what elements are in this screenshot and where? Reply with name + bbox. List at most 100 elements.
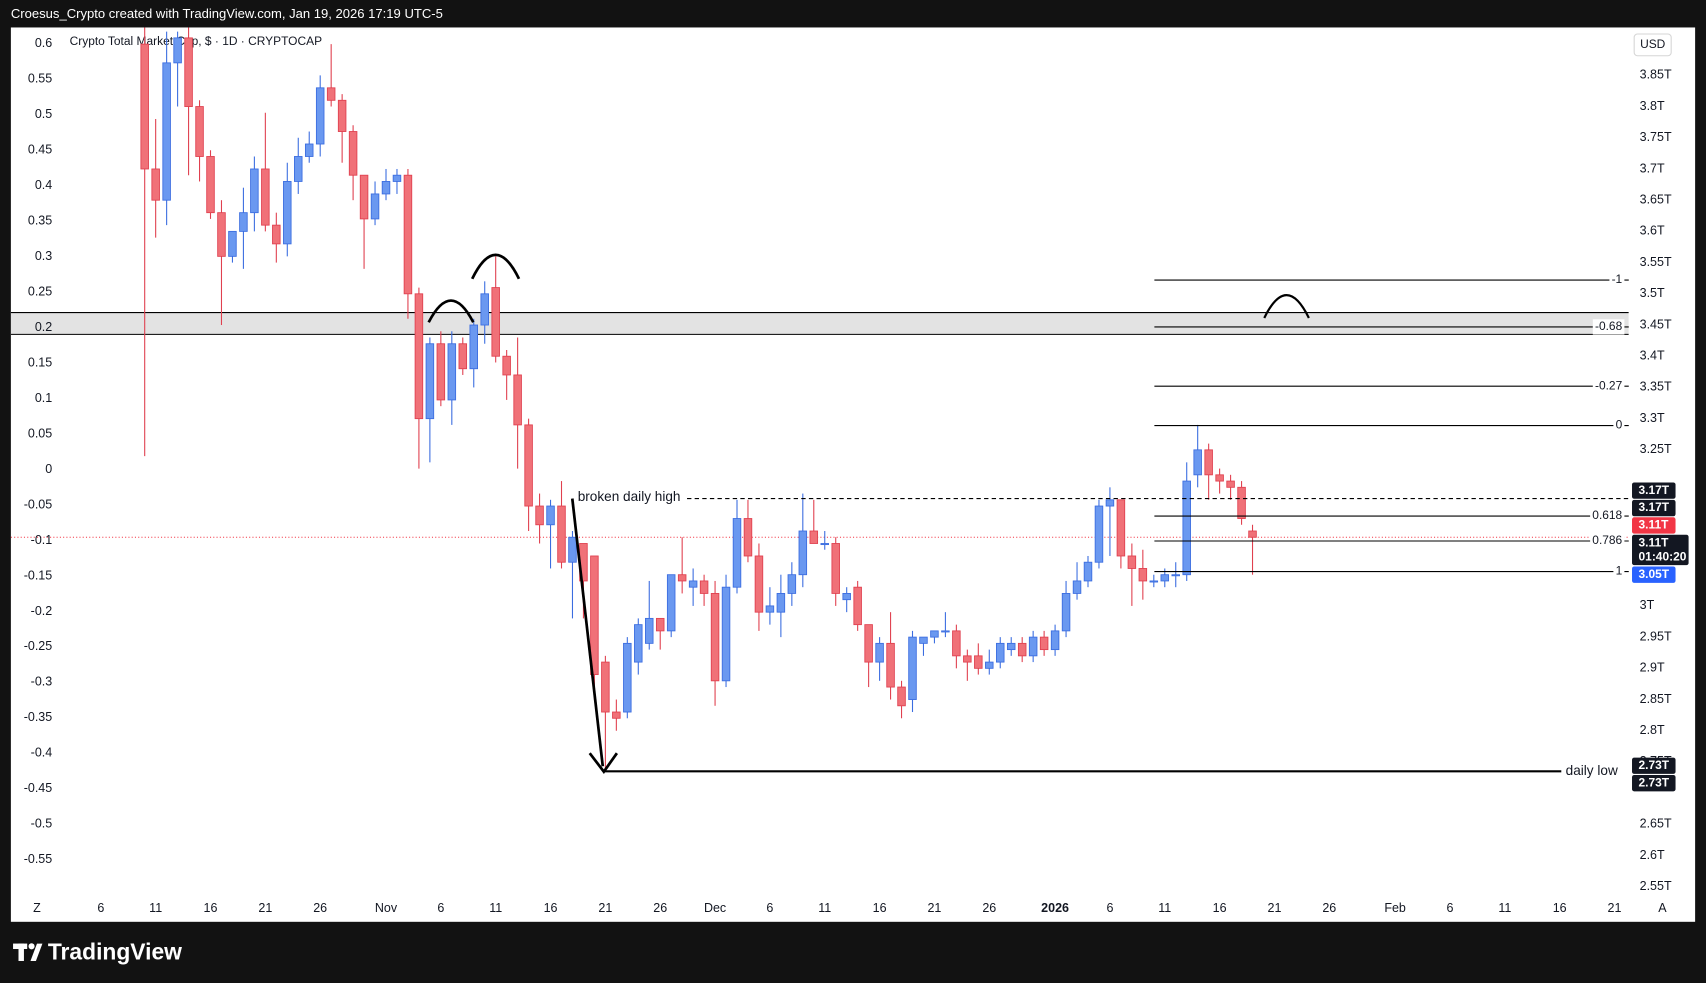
y2-tick-label: 0.6 xyxy=(35,36,52,50)
candle-body xyxy=(985,661,994,669)
candle-body xyxy=(732,518,742,588)
y2-tick-label: -0.5 xyxy=(31,817,53,831)
candle-body xyxy=(1160,574,1170,582)
price-label: 3.11T xyxy=(1639,518,1670,532)
price-countdown: 01:40:20 xyxy=(1639,550,1687,564)
price-label: 3.17T xyxy=(1639,483,1670,497)
x-tick-label: 26 xyxy=(313,901,327,915)
candle-body xyxy=(436,343,446,401)
chart-panel xyxy=(10,27,1696,922)
candle-body xyxy=(1083,561,1093,582)
candle-body xyxy=(666,574,676,632)
y2-tick-label: 0.3 xyxy=(35,249,52,263)
y-tick-label: 3.5T xyxy=(1640,286,1665,300)
fib-label: -1 xyxy=(1612,272,1623,286)
y2-tick-label: 0.2 xyxy=(35,320,52,334)
brand-name: TradingView xyxy=(48,938,182,964)
candle-body xyxy=(1215,474,1224,482)
candle-body xyxy=(206,156,215,214)
candle-body xyxy=(623,642,632,713)
price-label: 3.05T xyxy=(1639,567,1670,581)
drawings: broken daily high daily low -1 -0.68 -0.27 0 0… xyxy=(427,253,1629,778)
candle-body xyxy=(710,592,720,682)
y-tick-label: 3.75T xyxy=(1640,130,1672,144)
y-tick-label: 3.8T xyxy=(1640,99,1665,113)
candle-body xyxy=(1006,642,1016,651)
candle-body xyxy=(359,174,369,220)
candle-body xyxy=(1149,580,1159,583)
candle-body xyxy=(524,424,533,507)
candle-body xyxy=(1193,449,1202,476)
candle-body xyxy=(743,518,753,557)
auto-scale-button[interactable]: Z xyxy=(33,901,41,915)
candle-body xyxy=(348,131,358,176)
candle-body xyxy=(952,630,961,657)
candle-body xyxy=(809,530,819,544)
fib-label-bg xyxy=(1613,563,1625,580)
candle-body xyxy=(272,224,281,245)
y-tick-label: 2.6T xyxy=(1640,848,1665,862)
candle-body xyxy=(820,543,829,546)
x-tick-label: Feb xyxy=(1384,901,1406,915)
fib-label-bg xyxy=(1590,508,1625,524)
auto-scale-button[interactable]: A xyxy=(1658,901,1667,915)
y2-tick-label: 0.05 xyxy=(28,426,52,440)
candle-body xyxy=(535,505,544,526)
price-label-box xyxy=(1632,482,1676,499)
x-tick-label: 21 xyxy=(258,901,272,915)
y2-tick-label: -0.4 xyxy=(31,746,53,760)
arc xyxy=(1263,294,1310,319)
candle-body xyxy=(1094,505,1104,563)
y-tick-label: 3.7T xyxy=(1640,161,1665,175)
candle-body xyxy=(283,181,292,245)
price-label-box xyxy=(1632,774,1676,792)
price-label: 2.73T xyxy=(1639,775,1670,789)
y-tick-label: 3.6T xyxy=(1640,224,1665,238)
plot-area xyxy=(10,27,1629,769)
currency-box[interactable] xyxy=(1633,33,1672,57)
arrow-line xyxy=(570,498,605,767)
x-tick-label: 6 xyxy=(766,901,773,915)
y-tick-label: 3.55T xyxy=(1640,255,1672,269)
candle-body xyxy=(765,605,775,613)
candle-body xyxy=(151,168,160,201)
x-tick-label: Dec xyxy=(704,901,726,915)
x-tick-label: 6 xyxy=(97,901,104,915)
candle-body xyxy=(1226,480,1235,488)
x-tick-label: Nov xyxy=(375,901,398,915)
candle-body xyxy=(469,324,478,370)
candle-body xyxy=(546,505,555,526)
candle-body xyxy=(1072,580,1082,594)
y2-tick-label: -0.2 xyxy=(31,604,53,618)
x-tick-label: 21 xyxy=(927,901,941,915)
candle-body xyxy=(612,711,621,719)
y-tick-label: 3.45T xyxy=(1640,317,1672,331)
arc xyxy=(470,253,521,280)
candle-body xyxy=(974,655,983,669)
candle-body xyxy=(1116,499,1126,557)
candle-body xyxy=(1050,630,1060,651)
fib-label-bg xyxy=(1592,319,1625,335)
arc xyxy=(427,299,475,323)
candle-body xyxy=(337,99,347,132)
y2-tick-label: -0.05 xyxy=(24,497,53,511)
candle-body xyxy=(425,343,435,420)
currency[interactable]: USD xyxy=(1640,37,1666,51)
x-tick-label: 26 xyxy=(653,901,667,915)
y2-tick-label: 0 xyxy=(45,462,52,476)
candle-body xyxy=(173,37,182,64)
candle-body xyxy=(447,343,457,401)
candle-body xyxy=(963,655,972,663)
y2-tick-label: -0.25 xyxy=(24,639,53,653)
x-tick-label: 16 xyxy=(1553,901,1567,915)
x-tick-label: 11 xyxy=(149,901,162,915)
y-tick-label: 3.4T xyxy=(1640,349,1665,363)
price-label-box xyxy=(1632,517,1676,534)
candle-body xyxy=(184,37,193,107)
candle-body xyxy=(634,624,643,663)
candle-body xyxy=(381,181,391,195)
candle-body xyxy=(1028,636,1038,657)
candle-body xyxy=(140,43,149,170)
price-label: 3.11T xyxy=(1639,536,1670,550)
